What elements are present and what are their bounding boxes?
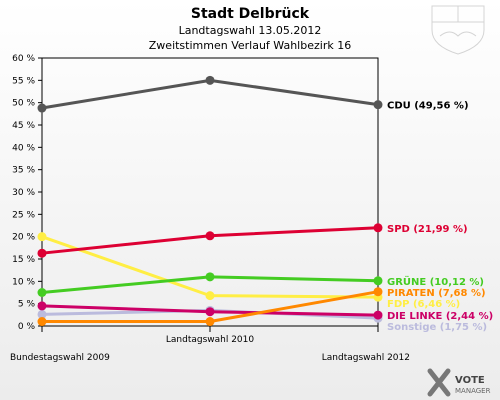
y-tick-label: 5 % bbox=[18, 300, 36, 310]
data-point bbox=[37, 248, 47, 258]
y-tick-label: 55 % bbox=[12, 76, 35, 86]
y-tick-label: 45 % bbox=[12, 121, 35, 131]
chart-subtitle-2: Zweitstimmen Verlauf Wahlbezirk 16 bbox=[149, 39, 351, 52]
data-point bbox=[37, 288, 47, 297]
series-end-label: GRÜNE (10,12 %) bbox=[387, 274, 484, 288]
y-tick-label: 50 % bbox=[12, 99, 35, 109]
chart-title: Stadt Delbrück bbox=[191, 6, 310, 22]
y-tick-label: 20 % bbox=[12, 233, 35, 243]
data-point bbox=[37, 317, 47, 327]
data-point bbox=[205, 75, 215, 85]
data-point bbox=[373, 276, 383, 286]
vote-manager-logo: VOTE MANAGER bbox=[427, 368, 491, 397]
data-point bbox=[37, 103, 47, 113]
y-tick-label: 35 % bbox=[12, 166, 35, 176]
y-tick-label: 15 % bbox=[12, 255, 35, 265]
series-end-label: SPD (21,99 %) bbox=[387, 224, 468, 235]
series-end-label: FDP (6,46 %) bbox=[387, 299, 460, 310]
chart-subtitle: Landtagswahl 13.05.2012 bbox=[179, 24, 322, 37]
y-tick-label: 0 % bbox=[18, 322, 36, 332]
data-point bbox=[373, 287, 383, 297]
data-point bbox=[205, 291, 215, 301]
data-point bbox=[373, 223, 383, 233]
series-end-label: CDU (49,56 %) bbox=[387, 101, 469, 112]
logo-text: VOTE bbox=[455, 375, 485, 386]
series-end-label: Sonstige (1,75 %) bbox=[387, 322, 487, 333]
y-tick-label: 10 % bbox=[12, 277, 35, 287]
series-end-label: PIRATEN (7,68 %) bbox=[387, 288, 486, 299]
data-point bbox=[37, 232, 47, 242]
data-point bbox=[205, 231, 215, 241]
x-tick-label: Bundestagswahl 2009 bbox=[10, 353, 110, 363]
data-point bbox=[37, 309, 47, 319]
data-point bbox=[205, 272, 215, 282]
y-tick-label: 25 % bbox=[12, 210, 35, 220]
x-tick-label: Landtagswahl 2010 bbox=[166, 335, 255, 345]
data-point bbox=[37, 301, 47, 311]
data-point bbox=[373, 310, 383, 320]
y-tick-label: 40 % bbox=[12, 143, 35, 153]
y-tick-label: 30 % bbox=[12, 188, 35, 198]
nrw-coat-of-arms-icon bbox=[431, 5, 485, 55]
vote-manager-x-icon bbox=[427, 368, 451, 397]
x-tick-label: Landtagswahl 2012 bbox=[322, 353, 410, 363]
series-end-label: DIE LINKE (2,44 %) bbox=[387, 311, 493, 322]
data-point bbox=[373, 100, 383, 110]
y-tick-label: 60 % bbox=[12, 54, 35, 64]
data-point bbox=[205, 307, 215, 317]
logo-sub-text: MANAGER bbox=[455, 387, 491, 395]
data-point bbox=[205, 317, 215, 327]
